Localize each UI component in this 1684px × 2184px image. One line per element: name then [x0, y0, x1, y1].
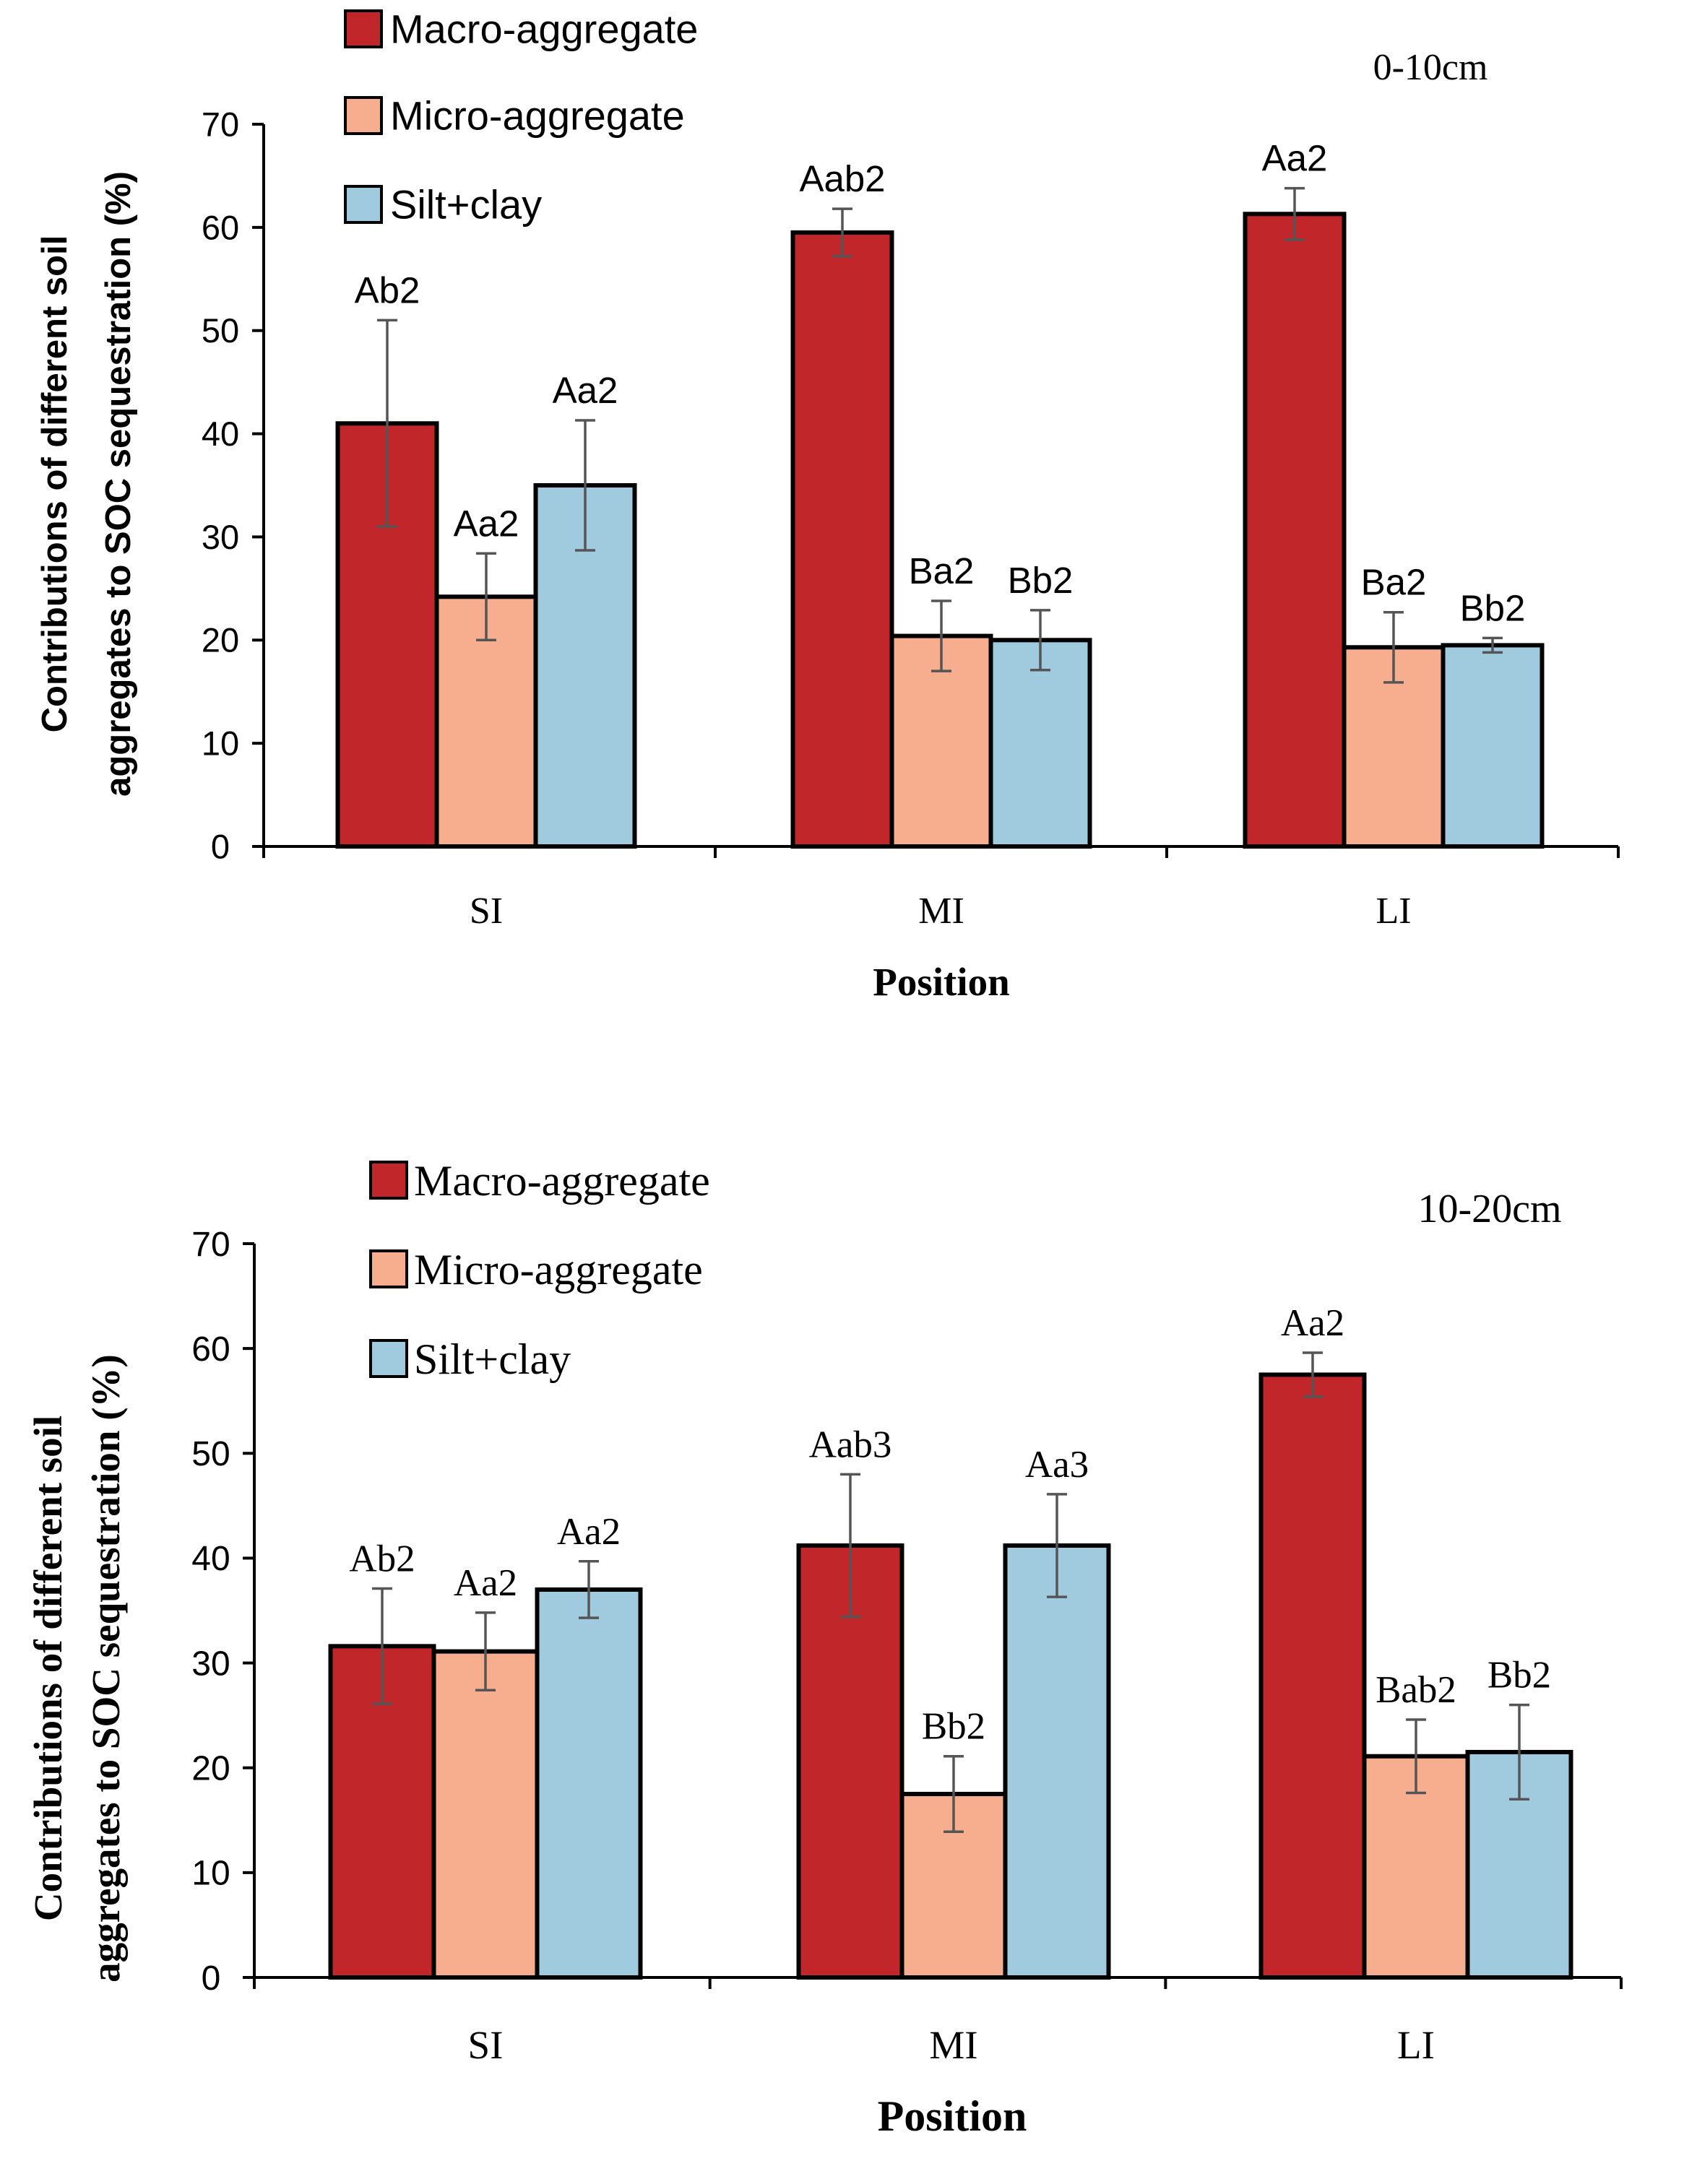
bar-significance-label: Aa2: [553, 370, 618, 411]
y-axis-label: aggregates to SOC sequestration (%): [99, 171, 138, 797]
y-tick-label: 40: [191, 1540, 230, 1578]
legend-label: Macro-aggregate: [390, 6, 698, 52]
bar-significance-label: Aa3: [1025, 1444, 1089, 1486]
legend-label: Silt+clay: [414, 1335, 571, 1383]
legend-swatch: [369, 1339, 408, 1378]
y-tick-label: 50: [202, 311, 239, 350]
bar-significance-label: Ba2: [1361, 562, 1427, 603]
y-axis-label: Contributions of different soil: [35, 235, 74, 733]
bar-significance-label: Bb2: [1008, 560, 1074, 601]
y-tick-label: 10: [202, 724, 239, 763]
bar-macro-aggregate-li: [1258, 1372, 1367, 1980]
depth-annotation: 10-20cm: [1417, 1187, 1561, 1231]
legend: Macro-aggregate Micro-aggregate Silt+clay: [344, 6, 698, 228]
bar-significance-label: Bb2: [1487, 1655, 1551, 1696]
bar-silt-clay-si: [535, 1587, 643, 1980]
bar-significance-label: Aa2: [1281, 1302, 1344, 1344]
bar-significance-label: Aab2: [799, 158, 885, 199]
legend: Macro-aggregate Micro-aggregate Silt+clay: [369, 1157, 710, 1383]
legend-label: Silt+clay: [390, 182, 542, 228]
x-category-label: MI: [918, 890, 964, 932]
bar-significance-label: Aa2: [454, 1562, 517, 1604]
bar-micro-aggregate-si: [431, 1649, 540, 1980]
y-tick-label: 60: [202, 208, 239, 246]
legend-swatch: [344, 185, 383, 224]
legend-swatch: [344, 96, 383, 135]
bar-silt-clay-mi: [988, 638, 1092, 849]
y-tick-label: 30: [191, 1644, 230, 1683]
bar-silt-clay-li: [1441, 643, 1545, 849]
legend-label: Micro-aggregate: [390, 93, 685, 139]
y-tick-label: 0: [202, 1959, 221, 1998]
bar-significance-label: Ab2: [349, 1538, 415, 1580]
y-axis-label: aggregates to SOC sequestration (%): [84, 1354, 128, 1982]
x-category-label: MI: [929, 2023, 977, 2067]
y-tick-label: 70: [202, 105, 239, 143]
bar-silt-clay-mi: [1003, 1543, 1111, 1980]
x-category-label: LI: [1376, 890, 1411, 932]
x-category-label: LI: [1397, 2023, 1435, 2067]
bar-significance-label: Aab3: [809, 1424, 892, 1465]
y-tick-label: 20: [191, 1750, 230, 1788]
y-tick-label: 10: [191, 1855, 230, 1893]
y-tick-label: 50: [191, 1435, 230, 1473]
bar-significance-label: Ba2: [909, 550, 975, 592]
bar-significance-label: Aa2: [557, 1511, 621, 1553]
x-category-label: SI: [468, 2023, 504, 2067]
legend-swatch: [344, 9, 383, 48]
y-tick-label: 60: [191, 1330, 230, 1369]
chart-panel-1: 0 10 20 30 40 50 60 70 SI Ab2 Aa2 Aa2 MI Aab2 Ba2 Bb2 LI…: [35, 6, 1620, 1004]
x-category-label: SI: [470, 890, 503, 932]
bar-significance-label: Bab2: [1376, 1669, 1456, 1711]
x-axis-label: Position: [873, 960, 1009, 1004]
depth-annotation: 0-10cm: [1373, 47, 1488, 88]
chart-panel-2: 0 10 20 30 40 50 60 70 SI Ab2 Aa2 Aa2 MI Aab3 Bb2 Aa3 LI…: [26, 1157, 1623, 2140]
bar-significance-label: Aa2: [454, 503, 519, 544]
y-tick-label: 20: [202, 621, 239, 659]
y-axis-label: Contributions of different soil: [26, 1416, 70, 1921]
x-axis-label: Position: [878, 2092, 1027, 2140]
bar-significance-label: Ab2: [355, 269, 420, 311]
legend-swatch: [369, 1249, 408, 1288]
y-tick-label: 0: [211, 827, 230, 865]
bar-macro-aggregate-li: [1243, 212, 1347, 849]
bar-significance-label: Bb2: [922, 1706, 985, 1748]
legend-label: Micro-aggregate: [414, 1246, 703, 1294]
bar-macro-aggregate-mi: [790, 230, 894, 849]
bar-significance-label: Aa2: [1262, 138, 1328, 179]
y-tick-label: 30: [202, 518, 239, 556]
bar-significance-label: Bb2: [1460, 587, 1526, 628]
y-tick-label: 40: [202, 415, 239, 453]
legend-label: Macro-aggregate: [414, 1157, 710, 1205]
y-tick-label: 70: [191, 1226, 230, 1264]
legend-swatch: [369, 1161, 408, 1200]
